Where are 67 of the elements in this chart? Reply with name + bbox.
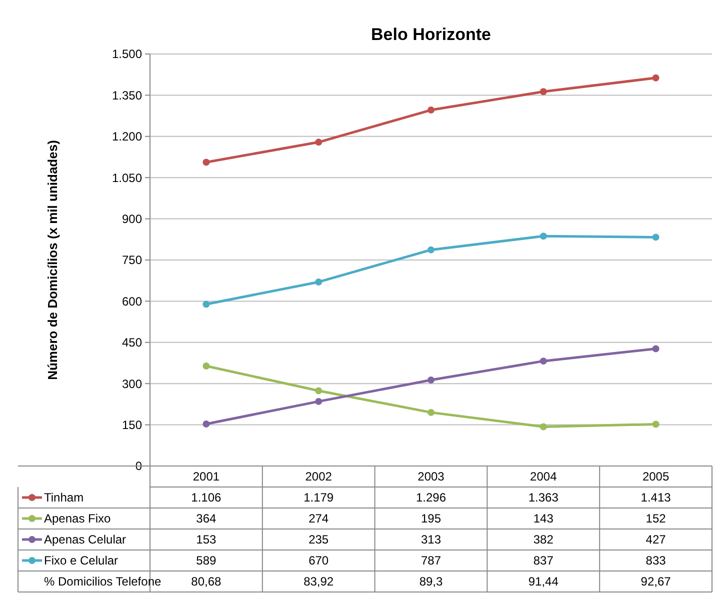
data-label: 195 bbox=[420, 512, 442, 526]
point bbox=[428, 408, 434, 416]
text: 80,68 bbox=[191, 574, 222, 589]
point bbox=[315, 278, 322, 286]
y-tick-label: 450 bbox=[122, 336, 142, 350]
point bbox=[540, 88, 547, 96]
legend-label: Apenas Fixo bbox=[44, 512, 112, 526]
chart-title: Belo Horizonte bbox=[371, 25, 491, 44]
data-label: 833 bbox=[646, 554, 666, 568]
text: 91,44 bbox=[528, 574, 559, 589]
point bbox=[540, 232, 547, 240]
data-label: 1.296 bbox=[416, 490, 446, 505]
data-label: 1.413 bbox=[640, 490, 672, 505]
data-label: 787 bbox=[420, 554, 442, 568]
point bbox=[428, 376, 434, 384]
point bbox=[428, 106, 434, 114]
legend-label: Apenas Celular bbox=[44, 532, 126, 547]
legend-label: Tinham bbox=[44, 490, 84, 505]
text: 89,3 bbox=[419, 574, 443, 589]
point bbox=[652, 74, 660, 82]
point bbox=[202, 420, 210, 428]
point bbox=[202, 158, 210, 166]
y-tick-label: 1.050 bbox=[112, 170, 142, 185]
x-tick-label: 2005 bbox=[642, 470, 670, 484]
point bbox=[540, 423, 547, 430]
data-label: 152 bbox=[646, 512, 666, 526]
data-label: 274 bbox=[308, 512, 329, 526]
y-tick-label: 300 bbox=[122, 376, 142, 391]
y-tick-label: 1.350 bbox=[112, 88, 142, 102]
x-tick-label: 2002 bbox=[305, 470, 332, 484]
point bbox=[652, 345, 660, 352]
y-axis-title: Número de Domicílios (x mil unidades) bbox=[45, 140, 60, 380]
data-label: 589 bbox=[196, 554, 217, 568]
point bbox=[202, 362, 210, 370]
y-tick-label: 900 bbox=[122, 212, 142, 226]
point bbox=[652, 420, 660, 428]
text: 92,67 bbox=[640, 574, 672, 589]
y-tick-label: 150 bbox=[122, 418, 142, 432]
point bbox=[315, 138, 322, 146]
data-label: 313 bbox=[420, 532, 442, 547]
point bbox=[202, 300, 210, 308]
data-label: 153 bbox=[196, 532, 217, 547]
text: % Domicilios Telefone bbox=[44, 574, 162, 589]
y-tick-label: 1.500 bbox=[112, 47, 142, 62]
point bbox=[315, 398, 322, 405]
x-tick-label: 2001 bbox=[192, 470, 220, 484]
data-label: 1.106 bbox=[191, 490, 222, 505]
data-label: 382 bbox=[533, 532, 554, 547]
x-tick-label: 2003 bbox=[418, 470, 445, 484]
data-label: 1.363 bbox=[528, 490, 559, 505]
data-label: 364 bbox=[196, 512, 217, 526]
data-label: 143 bbox=[533, 512, 554, 526]
data-label: 1.179 bbox=[304, 490, 334, 505]
data-label: 837 bbox=[533, 554, 554, 568]
point bbox=[315, 387, 322, 394]
data-label: 235 bbox=[308, 532, 329, 547]
y-tick-label: 750 bbox=[122, 253, 142, 268]
legend-label: Fixo e Celular bbox=[44, 554, 118, 568]
data-label: 670 bbox=[308, 554, 329, 568]
text: 83,92 bbox=[304, 574, 334, 589]
point bbox=[540, 358, 547, 365]
y-tick-label: 1.200 bbox=[112, 130, 142, 144]
point bbox=[652, 234, 660, 241]
point bbox=[428, 246, 434, 254]
y-tick-label: 600 bbox=[122, 294, 142, 308]
data-label: 427 bbox=[646, 532, 666, 547]
x-tick-label: 2004 bbox=[530, 470, 558, 484]
